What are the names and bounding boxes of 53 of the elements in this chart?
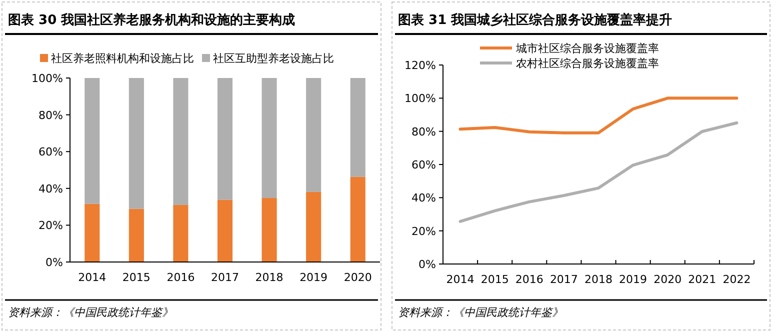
y-tick-label: 0% bbox=[418, 258, 436, 271]
y-tick-label: 120% bbox=[404, 59, 436, 72]
bar bbox=[128, 78, 144, 209]
x-tick-label: 2020 bbox=[654, 273, 682, 286]
bar bbox=[262, 198, 277, 262]
y-tick-label: 80% bbox=[412, 125, 436, 138]
bar bbox=[173, 204, 188, 262]
bar bbox=[306, 192, 322, 262]
legend-label: 农村社区综合服务设施覆盖率 bbox=[516, 57, 659, 70]
chart-title: 图表 30 我国社区养老服务机构和设施的主要构成 bbox=[8, 12, 296, 28]
y-tick-label: 40% bbox=[412, 192, 436, 205]
bar bbox=[217, 200, 233, 262]
y-tick-label: 100% bbox=[404, 92, 436, 106]
x-tick-label: 2018 bbox=[255, 271, 284, 284]
x-tick-label: 2014 bbox=[446, 273, 474, 286]
bar bbox=[350, 78, 366, 177]
x-tick-label: 2017 bbox=[550, 273, 578, 286]
y-tick-label: 20% bbox=[412, 224, 436, 238]
x-tick-label: 2019 bbox=[619, 273, 648, 286]
bar bbox=[350, 176, 366, 262]
x-tick-label: 2016 bbox=[515, 273, 544, 286]
x-tick-label: 2017 bbox=[211, 271, 239, 284]
y-tick-label: 60% bbox=[412, 158, 436, 172]
x-tick-label: 2018 bbox=[584, 273, 612, 286]
x-tick-label: 2014 bbox=[78, 271, 106, 284]
x-tick-label: 2016 bbox=[166, 271, 195, 284]
x-tick-label: 2019 bbox=[300, 271, 328, 284]
y-tick-label: 80% bbox=[38, 108, 63, 122]
x-tick-label: 2020 bbox=[344, 271, 372, 284]
chart-title: 图表 31 我国城乡社区综合服务设施覆盖率提升 bbox=[398, 12, 672, 28]
y-tick-label: 20% bbox=[38, 219, 63, 232]
legend-label: 城市社区综合服务设施覆盖率 bbox=[515, 42, 659, 55]
text: 资料来源：《中国民政统计年鉴》 bbox=[8, 306, 173, 319]
text: 资料来源：《中国民政统计年鉴》 bbox=[398, 306, 563, 319]
bar bbox=[262, 78, 277, 198]
x-tick-label: 2015 bbox=[122, 271, 150, 284]
bar bbox=[128, 208, 144, 262]
legend-label: 社区养老照料机构和设施占比 bbox=[51, 52, 194, 65]
line-series bbox=[458, 121, 738, 223]
y-tick-label: 100% bbox=[32, 72, 63, 85]
bar bbox=[217, 78, 233, 200]
x-tick-label: 2022 bbox=[722, 273, 751, 286]
line-series bbox=[458, 96, 738, 134]
bar bbox=[84, 204, 100, 262]
y-tick-label: 60% bbox=[38, 146, 63, 159]
legend-label: 社区互助型养老设施占比 bbox=[213, 52, 334, 65]
bar bbox=[84, 78, 100, 204]
x-tick-label: 2015 bbox=[480, 273, 509, 286]
bar bbox=[173, 78, 188, 205]
y-tick-label: 40% bbox=[38, 182, 63, 196]
y-tick-label: 0% bbox=[46, 256, 63, 269]
x-tick-label: 2021 bbox=[688, 273, 716, 286]
bar bbox=[306, 78, 322, 192]
